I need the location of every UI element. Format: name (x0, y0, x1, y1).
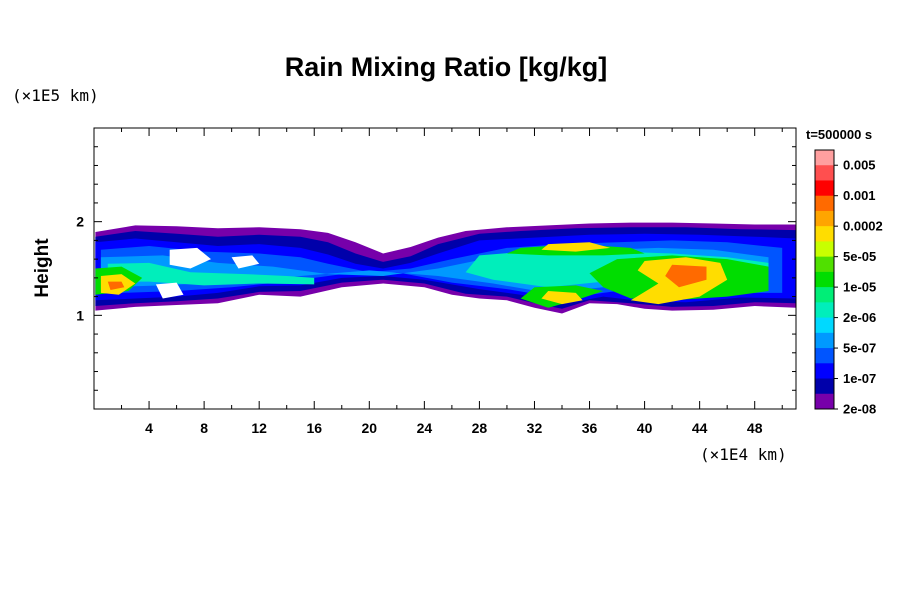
x-tick-label: 16 (306, 420, 322, 436)
colorbar-label: 0.001 (843, 188, 876, 203)
colorbar-swatch (815, 150, 834, 166)
colorbar-swatch (815, 195, 834, 212)
x-unit-label: (×1E4 km) (700, 445, 787, 464)
colorbar-swatch (815, 348, 834, 364)
colorbar-swatch (815, 165, 834, 181)
rain-gap-0 (169, 247, 211, 269)
colorbar-swatch (815, 226, 834, 242)
x-tick-label: 12 (251, 420, 267, 436)
colorbar-swatch (815, 393, 834, 410)
rain-region-16 (107, 281, 125, 290)
x-tick-label: 32 (527, 420, 543, 436)
colorbar-swatch (815, 287, 834, 303)
y-tick-label: 1 (76, 307, 84, 323)
rain-region-13 (541, 291, 583, 305)
rain-gap-1 (231, 255, 260, 269)
colorbar-label: 2e-06 (843, 310, 876, 325)
y-axis-label: Height (32, 238, 53, 298)
colorbar-swatch (815, 317, 834, 334)
x-tick-label: 8 (200, 420, 208, 436)
x-tick-label: 44 (692, 420, 708, 436)
y-axis-ticks: 12 (76, 146, 796, 391)
colorbar-label: 0.005 (843, 158, 876, 173)
y-tick-label: 2 (76, 214, 84, 230)
rain-region-11 (541, 242, 611, 252)
x-tick-label: 4 (145, 420, 153, 436)
colorbar-swatch (815, 302, 834, 319)
colorbar-swatch (815, 256, 834, 273)
x-axis-ticks: 4 8 12 16 20 24 28 32 36 40 44 48 (93, 128, 783, 436)
colorbar-label: 2e-08 (843, 402, 876, 417)
colorbar-label: 1e-05 (843, 280, 876, 295)
rain-field (95, 222, 796, 314)
colorbar: 0.005 0.001 0.0002 5e-05 1e-05 2e-06 5e-07 1e-0… (814, 149, 883, 417)
colorbar-frame (814, 149, 835, 410)
rain-region-15 (665, 264, 707, 288)
colorbar-swatch (815, 271, 834, 288)
colorbar-swatch (815, 210, 834, 227)
colorbar-swatch (815, 378, 834, 395)
y-unit-label: (×1E5 km) (12, 86, 99, 105)
x-tick-label: 48 (747, 420, 763, 436)
x-tick-label: 20 (362, 420, 378, 436)
colorbar-label: 0.0002 (843, 219, 883, 234)
x-tick-label: 40 (637, 420, 653, 436)
x-tick-label: 36 (582, 420, 598, 436)
colorbar-label: 5e-07 (843, 341, 876, 356)
colorbar-swatch (815, 332, 834, 349)
x-tick-label: 28 (472, 420, 488, 436)
colorbar-label: 1e-07 (843, 371, 876, 386)
colorbar-swatch (815, 241, 834, 258)
colorbar-label: 5e-05 (843, 249, 876, 264)
colorbar-swatch (815, 180, 834, 197)
x-tick-label: 24 (417, 420, 433, 436)
rain-region-5 (107, 262, 315, 286)
time-label: t=500000 s (806, 127, 872, 142)
colorbar-swatch (815, 363, 834, 380)
rain-gap-2 (155, 282, 184, 299)
chart-title: Rain Mixing Ratio [kg/kg] (285, 52, 608, 82)
plot-frame (93, 127, 797, 410)
